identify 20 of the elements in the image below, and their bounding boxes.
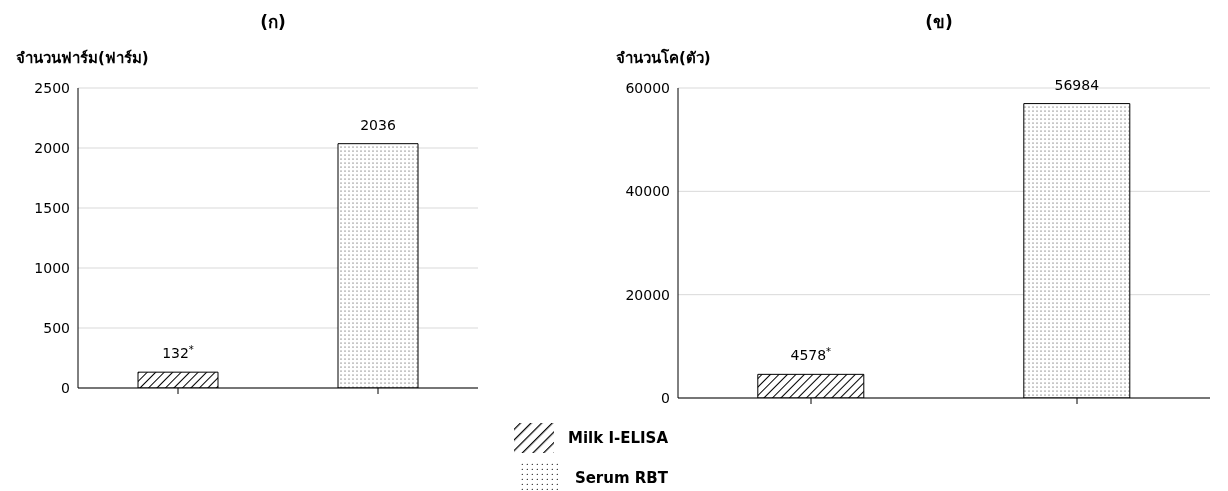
- legend-label: Milk I-ELISA: [567, 428, 668, 447]
- y-tick-label: 1500: [34, 199, 70, 216]
- chart-title: (ก): [259, 11, 287, 34]
- legend-label: Serum RBT: [574, 468, 668, 487]
- y-tick-label: 0: [661, 389, 670, 406]
- data-label: 132$^{*}$: [162, 343, 194, 362]
- y-tick-label: 60000: [625, 79, 670, 96]
- y-tick-label: 40000: [625, 183, 670, 200]
- y-tick-label: 500: [43, 319, 70, 336]
- data-label: 56984: [1054, 76, 1100, 93]
- data-label: 4578$^{*}$: [790, 345, 832, 364]
- y-tick-label: 20000: [625, 286, 670, 303]
- y-axis-title: จำนวนฟาร์ม(ฟาร์ม): [15, 48, 150, 69]
- y-tick-label: 0: [61, 379, 70, 396]
- y-axis-title: จำนวนโค(ตัว): [615, 48, 712, 69]
- y-tick-label: 2500: [34, 79, 70, 96]
- y-tick-label: 2000: [34, 139, 70, 156]
- y-tick-label: 1000: [34, 259, 70, 276]
- chart-title: (ข): [924, 11, 954, 34]
- data-label: 2036: [360, 116, 396, 133]
